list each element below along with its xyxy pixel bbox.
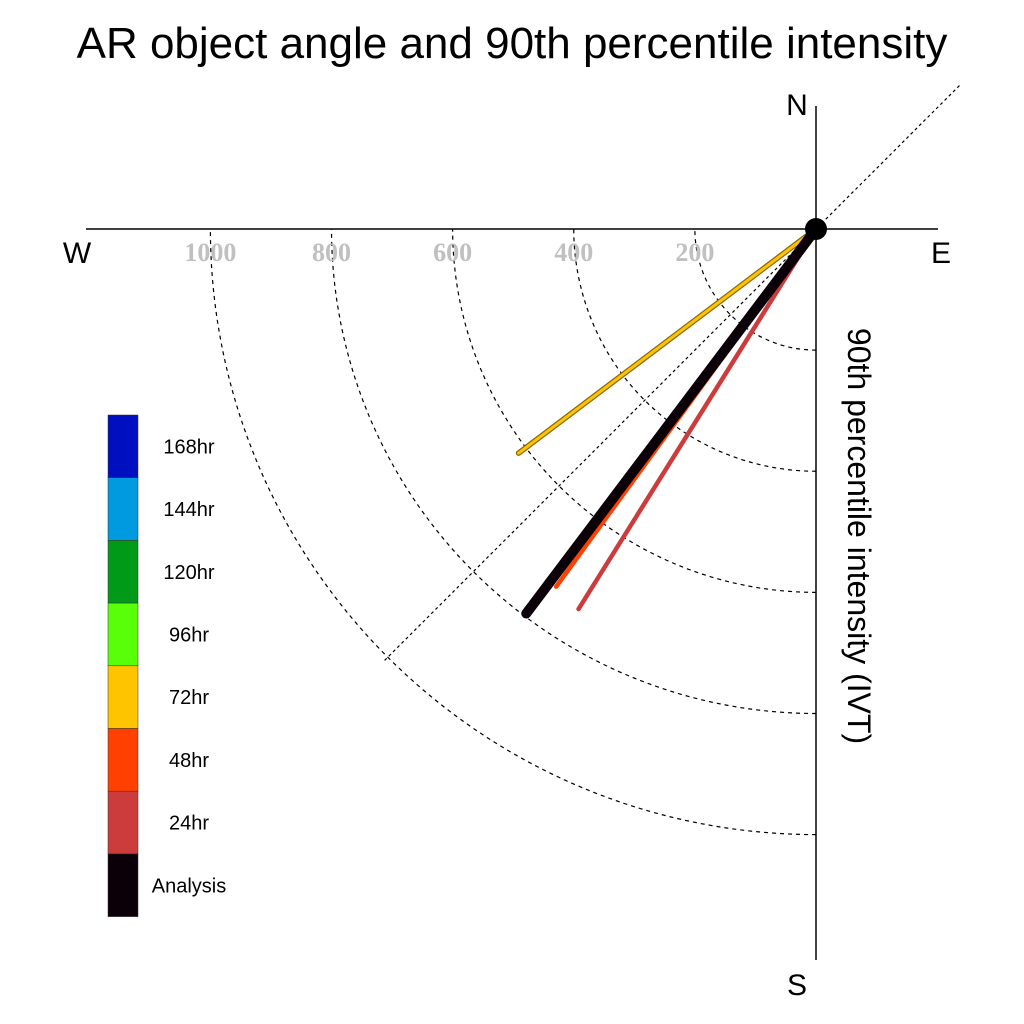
series-lines — [515, 224, 821, 619]
series-line-analysis — [521, 224, 821, 619]
legend: 168hr 144hr 120hr 96hr 72hr 48hr 24hr Analysis — [107, 414, 226, 917]
series-line-72hr — [517, 227, 818, 455]
legend-label-96hr: 96hr — [169, 624, 209, 646]
legend-label-120hr: 120hr — [163, 562, 214, 584]
radial-axis-label: 90th percentile intensity (IVT) — [841, 328, 877, 744]
chart-title: AR object angle and 90th percentile inte… — [77, 19, 948, 68]
legend-label-72hr: 72hr — [169, 687, 209, 709]
tick-label-200: 200 — [675, 238, 714, 267]
diagonal-grid-line — [383, 85, 960, 662]
grid-ring-800 — [330, 228, 817, 715]
legend-swatch-24hr — [107, 790, 139, 855]
east-label: E — [931, 237, 951, 270]
tick-label-1000: 1000 — [184, 238, 236, 267]
west-label: W — [63, 237, 92, 270]
series-line-24hr — [576, 226, 819, 612]
legend-label-168hr: 168hr — [163, 436, 214, 458]
tick-label-400: 400 — [554, 238, 593, 267]
legend-label-144hr: 144hr — [163, 499, 214, 521]
tick-label-800: 800 — [312, 238, 351, 267]
tick-label-600: 600 — [433, 238, 472, 267]
origin-marker — [805, 218, 827, 240]
legend-swatch-96hr — [107, 602, 139, 667]
legend-label-24hr: 24hr — [169, 813, 209, 835]
legend-swatch-144hr — [107, 477, 139, 541]
legend-swatch-120hr — [107, 540, 139, 604]
north-label: N — [786, 89, 808, 122]
polar-grid — [209, 85, 960, 836]
legend-label-analysis: Analysis — [152, 875, 226, 897]
legend-swatch-168hr — [107, 414, 139, 478]
legend-label-48hr: 48hr — [169, 750, 209, 772]
grid-ring-200 — [694, 228, 817, 351]
legend-swatch-48hr — [107, 728, 139, 792]
radial-tick-labels: 200 400 600 800 1000 — [184, 238, 714, 267]
legend-swatch-analysis — [107, 853, 139, 917]
grid-ring-1000 — [209, 228, 817, 836]
legend-swatch-72hr — [107, 665, 139, 729]
south-label: S — [787, 969, 807, 1002]
